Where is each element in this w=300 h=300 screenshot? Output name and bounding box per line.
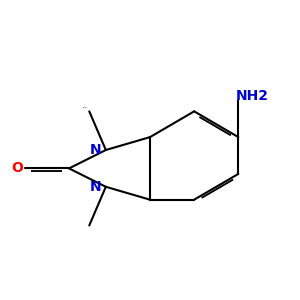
Text: O: O bbox=[11, 161, 23, 176]
Text: methyl: methyl bbox=[83, 106, 88, 108]
Text: N: N bbox=[90, 180, 101, 194]
Text: NH2: NH2 bbox=[236, 89, 269, 103]
Text: N: N bbox=[90, 143, 101, 157]
